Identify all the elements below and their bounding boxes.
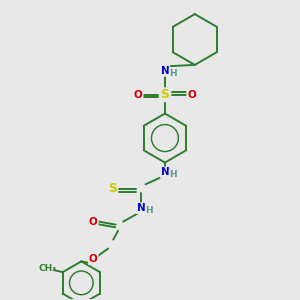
Text: S: S [160, 88, 169, 101]
Text: N: N [160, 66, 169, 76]
Text: H: H [146, 206, 153, 215]
Text: S: S [108, 182, 117, 195]
Text: H: H [169, 69, 177, 78]
Text: CH₃: CH₃ [38, 264, 56, 273]
Text: O: O [188, 90, 196, 100]
Text: O: O [134, 90, 142, 100]
Text: H: H [169, 170, 177, 179]
Text: O: O [89, 254, 98, 264]
Text: O: O [89, 217, 98, 227]
Text: N: N [137, 203, 146, 213]
Text: N: N [160, 167, 169, 177]
